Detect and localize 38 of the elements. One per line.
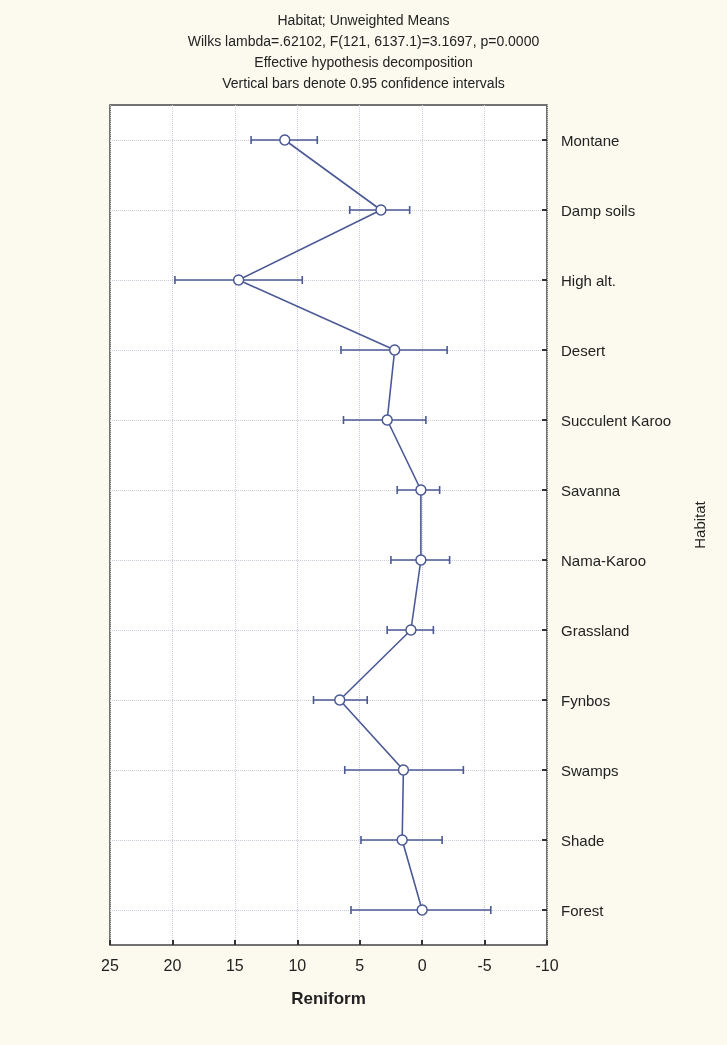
text: Vertical bars denote 0.95 confidence intervals (222, 75, 505, 91)
x-tick-label: 25 (101, 956, 119, 974)
y-tick-label: Montane (561, 131, 620, 149)
x-tick-label: 15 (225, 956, 244, 974)
point (381, 414, 393, 426)
point (397, 764, 410, 776)
point (405, 624, 417, 636)
y-tick-label: Desert (561, 341, 607, 359)
y-axis-title: Habitat (691, 500, 708, 549)
y-tick-label: Swamps (561, 761, 619, 779)
y-tick-label: Shade (561, 831, 605, 849)
y-tick-label: Savanna (561, 481, 621, 499)
point (396, 834, 408, 846)
y-tick-label: Nama-Karoo (561, 551, 647, 569)
point (415, 484, 427, 496)
y-tick-label: Fynbos (561, 691, 611, 709)
x-tick-label: -10 (535, 956, 559, 974)
point (416, 904, 428, 916)
point (334, 694, 346, 706)
text: Effective hypothesis decomposition (254, 54, 473, 70)
point (232, 274, 245, 286)
chart-title: Habitat; Unweighted Means (277, 12, 450, 28)
point (279, 134, 291, 146)
point (375, 204, 387, 216)
x-axis-title: Reniform (291, 989, 366, 1008)
y-tick-label: Grassland (561, 621, 630, 639)
x-tick-label: 10 (288, 956, 307, 974)
y-tick-label: Forest (561, 901, 605, 919)
y-tick-label: Succulent Karoo (561, 411, 672, 429)
x-tick-label: -5 (477, 956, 492, 974)
point (388, 344, 401, 356)
x-tick-label: 5 (355, 956, 365, 974)
x-tick-label: 20 (163, 956, 182, 974)
x-tick-label: 0 (417, 956, 427, 974)
y-tick-label: Damp soils (561, 201, 636, 219)
chart-subtitle: Wilks lambda=.62102, F(121, 6137.1)=3.1697, p=0.0000 (187, 33, 540, 49)
point (415, 554, 427, 566)
y-tick-label: High alt. (561, 271, 617, 289)
